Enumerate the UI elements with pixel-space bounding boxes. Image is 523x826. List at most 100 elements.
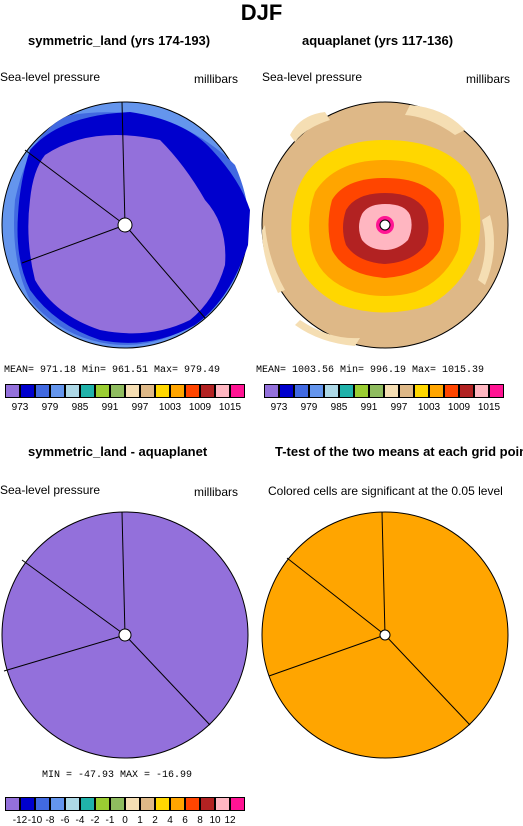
colorbar-swatch <box>200 797 215 811</box>
colorbar-tick-label: -6 <box>60 815 70 826</box>
colorbar-swatch <box>65 384 80 398</box>
colorbar-swatch <box>125 384 140 398</box>
panel3-stats: MIN = -47.93 MAX = -16.99 <box>42 770 193 781</box>
panel4-meridian-b <box>286 557 386 636</box>
colorbar-swatch <box>80 797 95 811</box>
colorbar-tick-label: 985 <box>71 402 89 413</box>
colorbar-swatch <box>215 384 230 398</box>
colorbar-tick-label: 1 <box>137 815 143 826</box>
panel3-variable-label: Sea-level pressure <box>0 483 101 497</box>
colorbar-swatch <box>110 797 125 811</box>
panel1-variable-label: Sea-level pressure <box>0 70 101 84</box>
panel2-patch-c <box>478 215 494 285</box>
colorbar-swatch <box>50 797 65 811</box>
colorbar-swatch <box>399 384 414 398</box>
colorbar-swatch <box>170 797 185 811</box>
colorbar-tick-label: 4 <box>167 815 173 826</box>
colorbar-swatch <box>140 797 155 811</box>
colorbar-tick-label: -4 <box>75 815 85 826</box>
panel2-title: aquaplanet (yrs 117-136) <box>302 33 454 48</box>
colorbar-tick-label: 2 <box>152 815 158 826</box>
colorbar-tick-label: -1 <box>105 815 115 826</box>
panel1-units-label: millibars <box>194 72 239 86</box>
colorbar-swatch <box>95 797 110 811</box>
colorbar-swatch <box>5 384 20 398</box>
panel3-colorbar: -12 -10 -8 -6 -4 -2 -1 0 1 2 4 6 8 10 12 <box>5 797 250 826</box>
colorbar-swatch <box>324 384 339 398</box>
colorbar-tick-label: 979 <box>41 402 59 413</box>
panel1-pole-hole <box>117 217 133 233</box>
colorbar-tick-label: 991 <box>101 402 119 413</box>
colorbar-swatch <box>429 384 444 398</box>
panel2-stats: MEAN= 1003.56 Min= 996.19 Max= 1015.39 <box>256 365 485 376</box>
panel3-meridian-a <box>121 511 126 636</box>
panel1-meridian-c <box>21 224 126 264</box>
colorbar-swatch <box>20 797 35 811</box>
colorbar-swatch <box>264 384 279 398</box>
colorbar-swatch <box>125 797 140 811</box>
colorbar-tick-label: 991 <box>360 402 378 413</box>
colorbar-tick-label: -2 <box>90 815 100 826</box>
colorbar-swatch <box>110 384 125 398</box>
colorbar-swatch <box>309 384 324 398</box>
colorbar-swatch <box>185 384 200 398</box>
panel2-patch-e <box>295 320 360 346</box>
colorbar-swatch <box>185 797 200 811</box>
colorbar-tick-label: 997 <box>390 402 408 413</box>
panel1-meridian-a <box>121 101 126 226</box>
colorbar-swatch <box>339 384 354 398</box>
colorbar-swatch <box>35 797 50 811</box>
panel2-pole-hole <box>379 219 391 231</box>
panel4-meridian-c <box>268 634 386 677</box>
panel1-title: symmetric_land (yrs 174-193) <box>28 33 211 48</box>
colorbar-swatch <box>294 384 309 398</box>
panel3-meridian-d <box>124 634 211 726</box>
panel1-meridian-b <box>24 149 126 226</box>
colorbar-tick-label: 1015 <box>477 402 501 413</box>
panel2-patch-d <box>262 225 285 293</box>
panel2-patch-a <box>290 112 330 142</box>
colorbar-swatch <box>354 384 369 398</box>
panel4-meridian-d <box>384 634 471 726</box>
colorbar-tick-label: -10 <box>27 815 43 826</box>
panel2-patch-b <box>405 105 465 135</box>
panel3-title: symmetric_land - aquaplanet <box>28 444 208 459</box>
colorbar-swatch <box>5 797 20 811</box>
colorbar-tick-label: 8 <box>197 815 203 826</box>
colorbar-swatch <box>80 384 95 398</box>
colorbar-tick-label: 1009 <box>447 402 471 413</box>
colorbar-swatch <box>230 797 245 811</box>
panel4-meridian-a <box>381 511 386 636</box>
panel4-note: Colored cells are significant at the 0.0… <box>268 484 503 498</box>
colorbar-tick-label: -8 <box>45 815 55 826</box>
colorbar-swatch <box>459 384 474 398</box>
colorbar-tick-label: -12 <box>12 815 28 826</box>
colorbar-swatch <box>279 384 294 398</box>
colorbar-swatch <box>215 797 230 811</box>
colorbar-swatch <box>155 797 170 811</box>
panel3-pole-hole <box>118 628 132 642</box>
colorbar-swatch <box>65 797 80 811</box>
colorbar-swatch <box>414 384 429 398</box>
panel1-meridian-d <box>124 224 206 319</box>
colorbar-swatch <box>170 384 185 398</box>
colorbar-swatch <box>444 384 459 398</box>
colorbar-tick-label: 1003 <box>158 402 182 413</box>
colorbar-swatch <box>20 384 35 398</box>
panel2-colorbar: 973 979 985 991 997 1003 1009 1015 <box>264 384 509 418</box>
colorbar-tick-label: 1009 <box>188 402 212 413</box>
colorbar-tick-label: 10 <box>209 815 221 826</box>
colorbar-swatch <box>489 384 504 398</box>
panel2-variable-label: Sea-level pressure <box>262 70 363 84</box>
colorbar-swatch <box>369 384 384 398</box>
colorbar-tick-label: 0 <box>122 815 128 826</box>
colorbar-swatch <box>200 384 215 398</box>
colorbar-tick-label: 973 <box>11 402 29 413</box>
panel4-title: T-test of the two means at each grid poi… <box>275 444 523 459</box>
colorbar-tick-label: 985 <box>330 402 348 413</box>
colorbar-tick-label: 979 <box>300 402 318 413</box>
colorbar-swatch <box>384 384 399 398</box>
